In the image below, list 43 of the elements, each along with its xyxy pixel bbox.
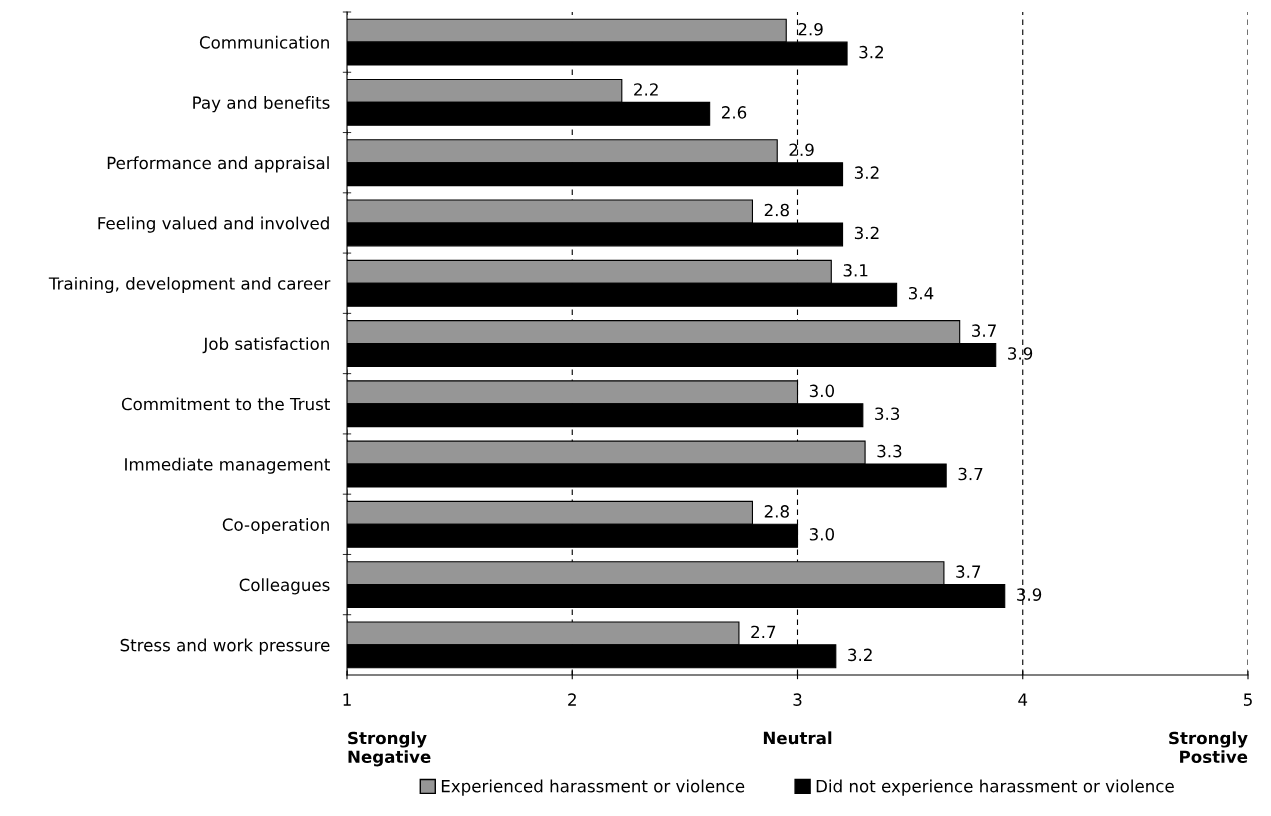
data-label: 3.3 [875,407,900,421]
data-label: 2.6 [721,106,747,119]
x-tick-label: 5 [1243,693,1252,706]
data-label: 3.2 [859,45,883,59]
y-tick-label: Feeling valued and involved [98,216,329,233]
y-tick-label: Pay and benefits [193,96,330,113]
legend-label: Did not experience harassment or violence [816,779,1174,796]
data-label: 3.7 [958,467,983,481]
y-tick-label: Immediate management [125,457,330,474]
y-tick-label: Co-operation [222,517,329,535]
text: Strongly Postive [1169,731,1248,764]
y-tick-label: Performance and appraisal [107,156,329,173]
data-label: 3.4 [908,286,934,300]
data-label: 2.9 [789,143,814,157]
data-label: 3.0 [809,528,835,541]
text: Neutral [763,731,832,745]
data-label: 3.2 [848,648,872,662]
x-tick-label: 4 [1018,693,1028,706]
data-label: 3.1 [843,264,868,277]
text: Strongly Negative [348,731,431,767]
data-label: 3.9 [1017,588,1042,601]
data-label: 3.7 [956,565,981,578]
data-label: 3.7 [972,324,996,337]
x-tick-label: 2 [568,693,576,706]
y-tick-label: Commitment to the Trust [121,397,330,411]
y-tick-label: Communication [199,35,329,49]
x-tick-label: 3 [793,693,802,706]
data-label: 3.2 [854,166,879,179]
data-label: 2.9 [798,22,823,36]
data-label: 2.8 [764,505,789,518]
y-tick-label: Job satisfaction [202,337,329,354]
legend-label: Experienced harassment or violence [441,779,745,796]
y-tick-label: Training, development and career [48,276,331,294]
x-tick-label: 1 [343,693,351,706]
data-label: 3.0 [809,384,835,398]
data-label: 2.7 [751,625,776,639]
data-label: 3.9 [1008,347,1033,360]
data-label: 2.8 [764,203,789,217]
data-label: 2.2 [634,83,658,96]
y-tick-label: Stress and work pressure [120,638,330,655]
data-label: 3.3 [877,444,902,458]
data-label: 3.2 [854,226,879,240]
y-tick-label: Colleagues [239,578,330,595]
